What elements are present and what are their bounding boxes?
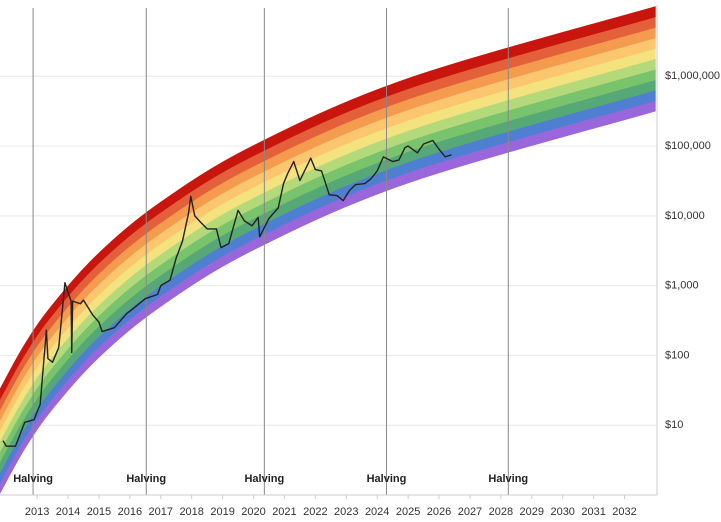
x-tick-label: 2023 bbox=[334, 506, 358, 518]
price-line bbox=[2, 139, 452, 447]
rainbow-band bbox=[0, 6, 656, 400]
x-tick-label: 2015 bbox=[87, 506, 111, 518]
x-tick-label: 2027 bbox=[458, 506, 482, 518]
y-tick-label: $1,000,000 bbox=[665, 70, 720, 82]
halving-label: Halving bbox=[244, 473, 284, 485]
price-layer bbox=[2, 139, 452, 447]
x-tick-label: 2022 bbox=[303, 506, 327, 518]
y-tick-label: $10 bbox=[665, 419, 683, 431]
rainbow-bands bbox=[0, 6, 656, 495]
x-tick-label: 2019 bbox=[210, 506, 234, 518]
x-tick-label: 2032 bbox=[612, 506, 636, 518]
halving-label: Halving bbox=[488, 473, 528, 485]
x-tick-label: 2029 bbox=[520, 506, 544, 518]
y-tick-label: $10,000 bbox=[665, 210, 705, 222]
x-tick-label: 2021 bbox=[272, 506, 296, 518]
y-tick-label: $100,000 bbox=[665, 140, 711, 152]
x-tick-label: 2026 bbox=[427, 506, 451, 518]
x-tick-label: 2018 bbox=[179, 506, 203, 518]
x-tick-label: 2031 bbox=[581, 506, 605, 518]
x-tick-label: 2024 bbox=[365, 506, 389, 518]
axis-layer: $10 $100 $1,000 $10,000 $100,000 $1,000,000 20… bbox=[25, 70, 720, 518]
x-tick-label: 2016 bbox=[118, 506, 142, 518]
x-tick-label: 2025 bbox=[396, 506, 420, 518]
halving-label: Halving bbox=[126, 473, 166, 485]
x-tick-label: 2028 bbox=[489, 506, 513, 518]
x-tick-label: 2014 bbox=[56, 506, 80, 518]
halving-label: Halving bbox=[367, 473, 407, 485]
x-tick-label: 2020 bbox=[241, 506, 265, 518]
halving-layer: Halving Halving Halving Halving Halving bbox=[13, 8, 528, 495]
x-tick-label: 2013 bbox=[25, 506, 49, 518]
halving-label: Halving bbox=[13, 473, 53, 485]
y-tick-label: $1,000 bbox=[665, 280, 699, 292]
y-tick-label: $100 bbox=[665, 349, 689, 361]
x-tick-label: 2017 bbox=[149, 506, 173, 518]
x-tick-label: 2030 bbox=[550, 506, 574, 518]
